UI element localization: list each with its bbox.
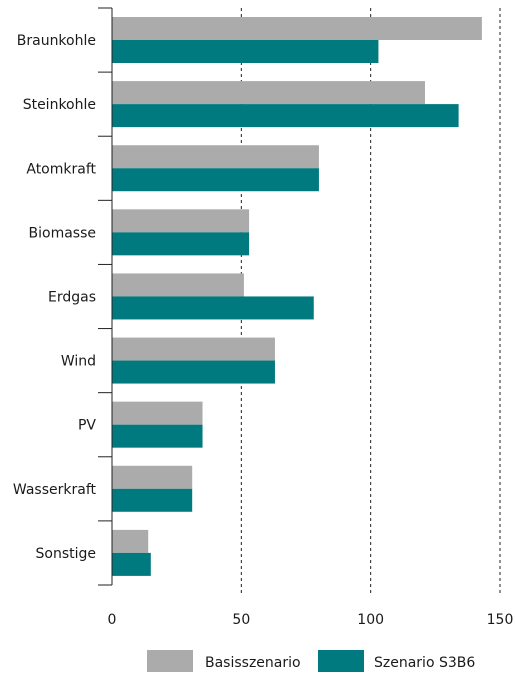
legend-swatch-1 bbox=[318, 650, 364, 672]
bar-base-1 bbox=[112, 81, 425, 105]
legend-swatch-0 bbox=[147, 650, 193, 672]
bar-base-6 bbox=[112, 401, 203, 425]
bar-base-0 bbox=[112, 17, 482, 40]
bars bbox=[112, 17, 482, 576]
legend: Basisszenario Szenario S3B6 bbox=[147, 650, 475, 672]
x-tick-label: 50 bbox=[232, 612, 250, 628]
bar-s3b6-4 bbox=[112, 296, 314, 320]
x-tick-labels: 0 50 100 150 bbox=[108, 612, 514, 628]
category-label: PV bbox=[78, 418, 96, 434]
bar-s3b6-6 bbox=[112, 424, 203, 448]
bar-s3b6-8 bbox=[112, 552, 151, 576]
bar-base-8 bbox=[112, 529, 149, 553]
category-label: Erdgas bbox=[48, 290, 96, 306]
category-label: Sonstige bbox=[36, 546, 97, 562]
category-label: Steinkohle bbox=[23, 97, 96, 113]
bar-s3b6-5 bbox=[112, 360, 275, 384]
category-label: Wind bbox=[61, 354, 96, 370]
legend-label-0: Basisszenario bbox=[205, 655, 301, 671]
bar-base-4 bbox=[112, 273, 244, 297]
bar-s3b6-2 bbox=[112, 168, 319, 192]
category-label: Atomkraft bbox=[26, 161, 96, 177]
x-tick-label: 150 bbox=[487, 612, 514, 628]
category-label: Biomasse bbox=[29, 225, 96, 241]
bar-base-7 bbox=[112, 465, 193, 489]
bar-s3b6-7 bbox=[112, 488, 193, 512]
x-tick-label: 100 bbox=[357, 612, 384, 628]
bar-s3b6-0 bbox=[112, 40, 379, 63]
bar-s3b6-1 bbox=[112, 104, 459, 128]
legend-label-1: Szenario S3B6 bbox=[374, 655, 475, 671]
axis bbox=[98, 7, 113, 586]
x-tick-label: 0 bbox=[108, 612, 117, 628]
bar-s3b6-3 bbox=[112, 232, 250, 256]
category-label: Wasserkraft bbox=[13, 482, 97, 498]
bar-base-5 bbox=[112, 337, 275, 361]
category-labels: Braunkohle Steinkohle Atomkraft Biomasse Erd… bbox=[13, 33, 97, 562]
bar-base-3 bbox=[112, 209, 250, 233]
bar-base-2 bbox=[112, 145, 319, 169]
category-label: Braunkohle bbox=[17, 33, 96, 49]
